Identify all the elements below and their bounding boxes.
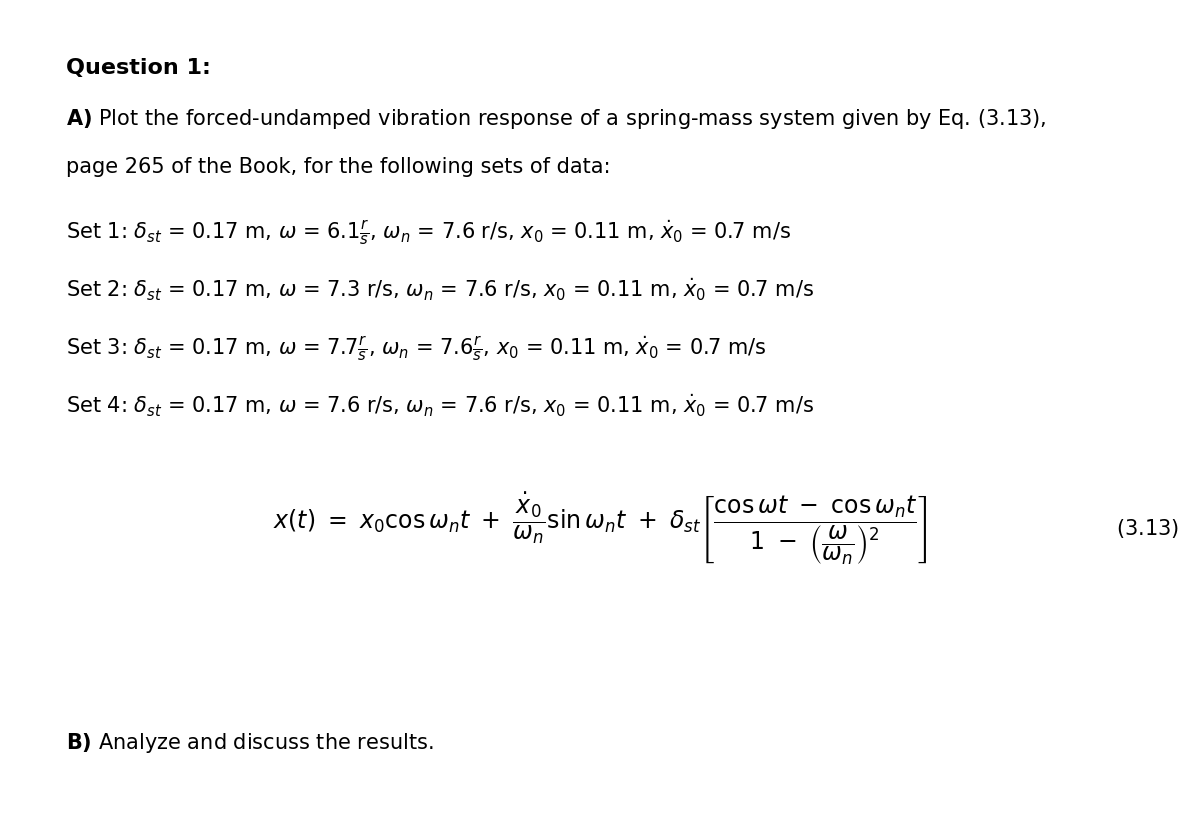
Text: Set 2: $\delta_{st}$ = 0.17 m, $\omega$ = 7.3 r/s, $\omega_n$ = 7.6 r/s, $x_0$ =: Set 2: $\delta_{st}$ = 0.17 m, $\omega$ … (66, 277, 814, 303)
Text: $\mathbf{A)}$ Plot the forced-undamped vibration response of a spring-mass syste: $\mathbf{A)}$ Plot the forced-undamped v… (66, 107, 1046, 131)
Text: page 265 of the Book, for the following sets of data:: page 265 of the Book, for the following … (66, 157, 611, 177)
Text: $x(t)\ =\ x_0 \cos \omega_n t\ +\ \dfrac{\dot{x}_0}{\omega_n} \sin \omega_n t\ +: $x(t)\ =\ x_0 \cos \omega_n t\ +\ \dfrac… (272, 490, 928, 567)
Text: Set 3: $\delta_{st}$ = 0.17 m, $\omega$ = 7.7$\frac{r}{s}$, $\omega_n$ = 7.6$\fr: Set 3: $\delta_{st}$ = 0.17 m, $\omega$ … (66, 335, 767, 363)
Text: Set 4: $\delta_{st}$ = 0.17 m, $\omega$ = 7.6 r/s, $\omega_n$ = 7.6 r/s, $x_0$ =: Set 4: $\delta_{st}$ = 0.17 m, $\omega$ … (66, 392, 814, 419)
Text: Set 1: $\delta_{st}$ = 0.17 m, $\omega$ = 6.1$\frac{r}{s}$, $\omega_n$ = 7.6 r/s: Set 1: $\delta_{st}$ = 0.17 m, $\omega$ … (66, 219, 791, 247)
Text: Question 1:: Question 1: (66, 58, 211, 78)
Text: $(3.13)$: $(3.13)$ (1116, 517, 1178, 540)
Text: $\mathbf{B)}$ Analyze and discuss the results.: $\mathbf{B)}$ Analyze and discuss the re… (66, 731, 433, 755)
